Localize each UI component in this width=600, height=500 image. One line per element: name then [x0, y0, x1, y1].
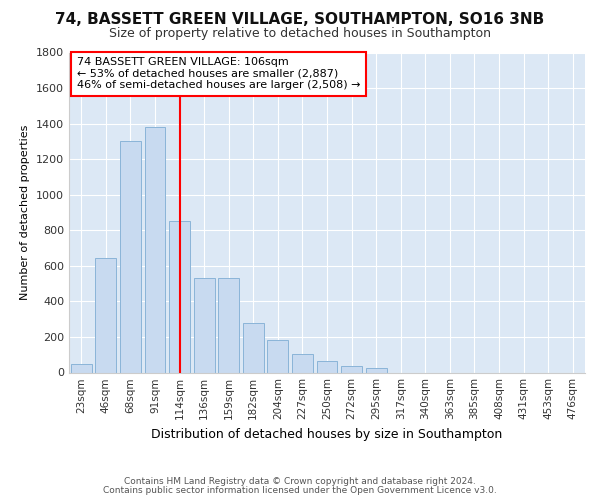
- Bar: [169, 222, 190, 372]
- X-axis label: Distribution of detached houses by size in Southampton: Distribution of detached houses by size …: [151, 428, 503, 441]
- Bar: [243, 323, 264, 372]
- Bar: [317, 361, 337, 372]
- Bar: [71, 364, 92, 372]
- Bar: [218, 278, 239, 372]
- Text: Contains HM Land Registry data © Crown copyright and database right 2024.: Contains HM Land Registry data © Crown c…: [124, 477, 476, 486]
- Bar: [120, 140, 141, 372]
- Bar: [145, 127, 166, 372]
- Text: Size of property relative to detached houses in Southampton: Size of property relative to detached ho…: [109, 28, 491, 40]
- Text: 74 BASSETT GREEN VILLAGE: 106sqm
← 53% of detached houses are smaller (2,887)
46: 74 BASSETT GREEN VILLAGE: 106sqm ← 53% o…: [77, 58, 360, 90]
- Bar: [268, 340, 289, 372]
- Text: Contains public sector information licensed under the Open Government Licence v3: Contains public sector information licen…: [103, 486, 497, 495]
- Bar: [194, 278, 215, 372]
- Y-axis label: Number of detached properties: Number of detached properties: [20, 125, 31, 300]
- Bar: [365, 368, 386, 372]
- Text: 74, BASSETT GREEN VILLAGE, SOUTHAMPTON, SO16 3NB: 74, BASSETT GREEN VILLAGE, SOUTHAMPTON, …: [55, 12, 545, 28]
- Bar: [292, 354, 313, 372]
- Bar: [341, 366, 362, 372]
- Bar: [95, 258, 116, 372]
